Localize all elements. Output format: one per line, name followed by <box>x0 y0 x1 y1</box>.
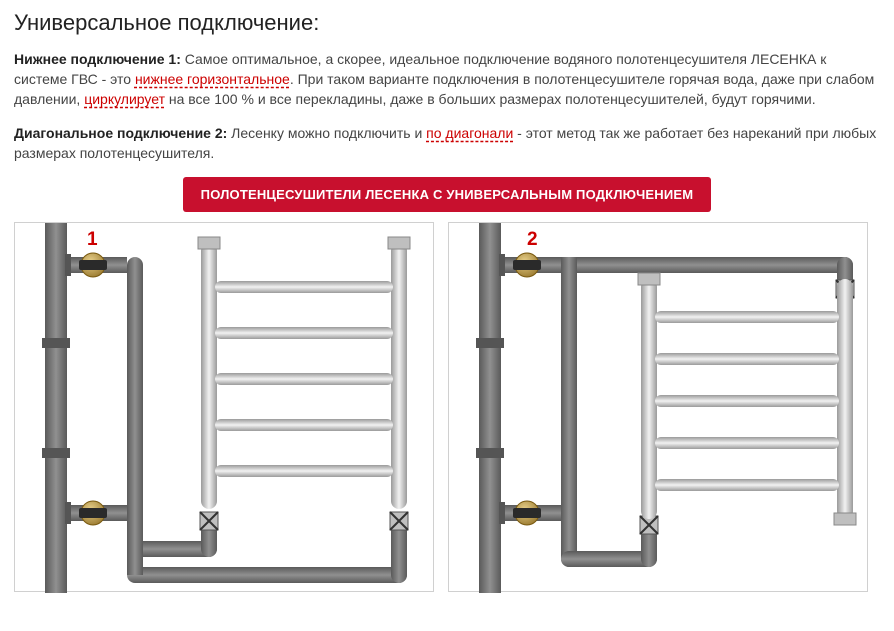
paragraph-1: Нижнее подключение 1: Самое оптимальное,… <box>14 50 880 110</box>
paragraph-2: Диагональное подключение 2: Лесенку можн… <box>14 124 880 164</box>
link-diagonal[interactable]: по диагонали <box>426 125 513 141</box>
para1-t3: на все 100 % и все перекладины, даже в б… <box>165 91 816 107</box>
section-heading: Универсальное подключение: <box>14 10 880 36</box>
diagram-1: 1 <box>14 222 434 592</box>
para1-label: Нижнее подключение 1: <box>14 51 181 67</box>
diagram-2: 2 <box>448 222 868 592</box>
cta-button[interactable]: ПОЛОТЕНЦЕСУШИТЕЛИ ЛЕСЕНКА С УНИВЕРСАЛЬНЫ… <box>183 177 712 212</box>
diagrams-row: 1 <box>14 222 880 592</box>
link-bottom-horizontal[interactable]: нижнее горизонтальное <box>135 71 290 87</box>
link-circulates[interactable]: циркулирует <box>84 91 165 107</box>
para2-label: Диагональное подключение 2: <box>14 125 227 141</box>
para2-t1: Лесенку можно подключить и <box>227 125 426 141</box>
